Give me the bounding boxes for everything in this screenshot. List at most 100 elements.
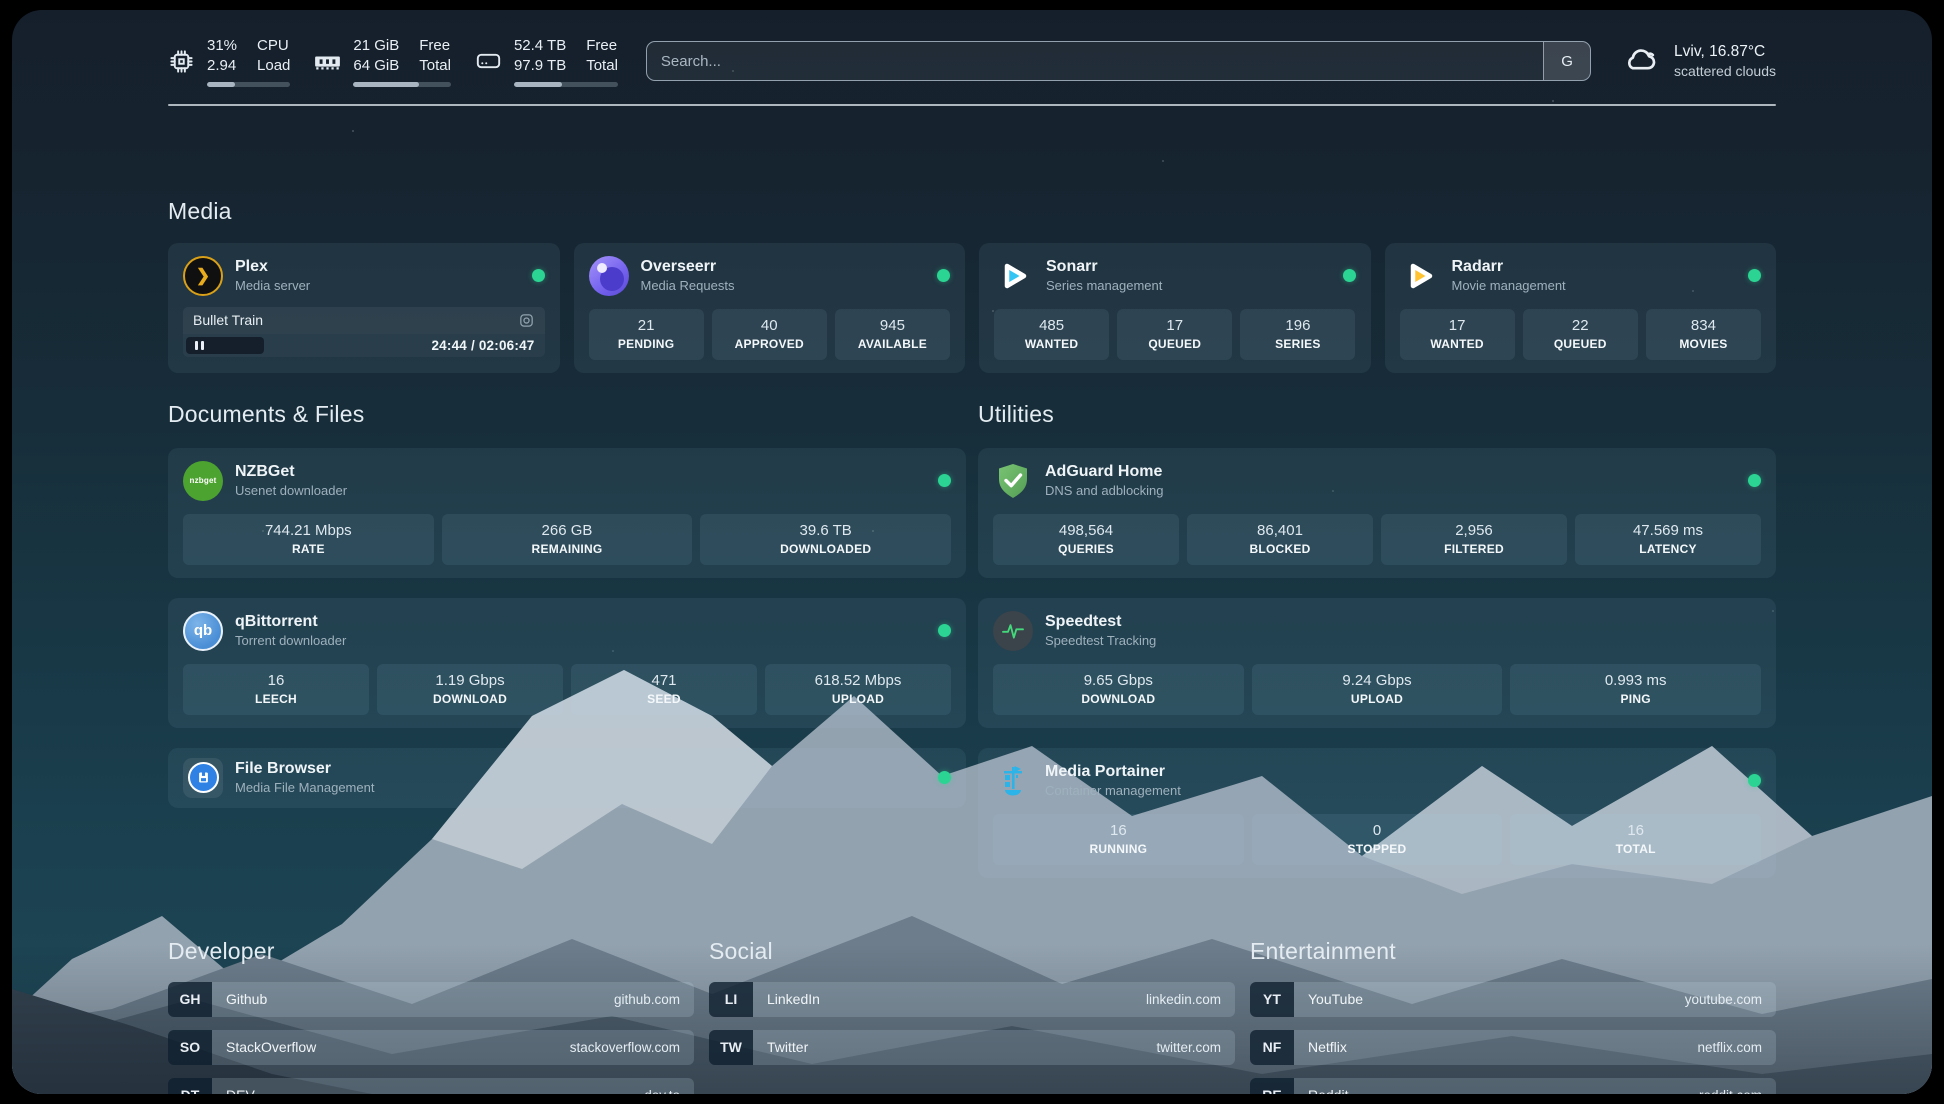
app-card-sonarr[interactable]: Sonarr Series management 485 WANTED 17 Q… <box>979 243 1371 373</box>
app-name: qBittorrent <box>235 613 346 631</box>
dashboard-screen: 31% 2.94 CPU Load <box>12 10 1932 1094</box>
bookmark-url: stackoverflow.com <box>570 1040 680 1055</box>
search-input[interactable] <box>647 42 1543 80</box>
weather-widget[interactable]: Lviv, 16.87°C scattered clouds <box>1621 39 1776 84</box>
bookmark-stackoverflow[interactable]: SO StackOverflow stackoverflow.com <box>168 1030 694 1065</box>
bookmark-twitter[interactable]: TW Twitter twitter.com <box>709 1030 1235 1065</box>
stat-tile: 9.65 Gbps DOWNLOAD <box>993 664 1244 715</box>
overseerr-icon <box>589 256 629 296</box>
app-card-adguard[interactable]: AdGuard Home DNS and adblocking 498,564 … <box>978 448 1776 578</box>
app-card-plex[interactable]: ❯ Plex Media server Bullet Train <box>168 243 560 373</box>
status-dot <box>938 474 951 487</box>
bookmark-url: twitter.com <box>1156 1040 1221 1055</box>
app-card-qbittorrent[interactable]: qb qBittorrent Torrent downloader 16 LEE… <box>168 598 966 728</box>
app-card-radarr[interactable]: Radarr Movie management 17 WANTED 22 QUE… <box>1385 243 1777 373</box>
app-name: Media Portainer <box>1045 763 1181 781</box>
bookmark-abbr: TW <box>709 1030 753 1065</box>
bookmark-netflix[interactable]: NF Netflix netflix.com <box>1250 1030 1776 1065</box>
now-playing-title: Bullet Train <box>193 312 263 328</box>
bookmark-abbr: NF <box>1250 1030 1294 1065</box>
section-title-developer: Developer <box>168 938 694 965</box>
bookmark-url: linkedin.com <box>1146 992 1221 1007</box>
app-subtitle: Media File Management <box>235 780 374 795</box>
speedtest-icon <box>993 611 1033 651</box>
adguard-icon <box>993 461 1033 501</box>
search-engine-button[interactable]: G <box>1543 42 1590 80</box>
cpu-icon <box>168 48 195 75</box>
app-subtitle: Movie management <box>1452 278 1566 293</box>
app-subtitle: Series management <box>1046 278 1162 293</box>
stat-tile: 618.52 Mbps UPLOAD <box>765 664 951 715</box>
disk-stat: 52.4 TB 97.9 TB Free Total <box>475 36 618 87</box>
memory-progress-bar <box>353 82 451 87</box>
memory-icon <box>314 48 341 75</box>
stat-tile: 471 SEED <box>571 664 757 715</box>
bookmark-linkedin[interactable]: LI LinkedIn linkedin.com <box>709 982 1235 1017</box>
bookmark-reddit[interactable]: RE Reddit reddit.com <box>1250 1078 1776 1094</box>
playback-progress-bar[interactable]: 24:44 / 02:06:47 <box>183 334 545 357</box>
memory-label-2: Total <box>419 56 451 76</box>
bookmark-abbr: YT <box>1250 982 1294 1017</box>
stat-tile: 17 QUEUED <box>1117 309 1232 360</box>
stat-tile: 266 GB REMAINING <box>442 514 693 565</box>
app-subtitle: Media server <box>235 278 310 293</box>
stat-tile: 834 MOVIES <box>1646 309 1761 360</box>
app-card-filebrowser[interactable]: File Browser Media File Management <box>168 748 966 808</box>
bookmark-name: Twitter <box>767 1039 808 1055</box>
stat-tile: 40 APPROVED <box>712 309 827 360</box>
cpu-stat: 31% 2.94 CPU Load <box>168 36 290 87</box>
memory-value-1: 21 GiB <box>353 36 399 56</box>
status-dot <box>938 624 951 637</box>
app-name: Radarr <box>1452 258 1566 276</box>
status-dot <box>937 269 950 282</box>
section-title-media: Media <box>168 198 1776 225</box>
portainer-icon <box>993 761 1033 801</box>
bookmark-github[interactable]: GH Github github.com <box>168 982 694 1017</box>
app-card-nzbget[interactable]: nzbget NZBGet Usenet downloader 744.21 M… <box>168 448 966 578</box>
bookmark-abbr: SO <box>168 1030 212 1065</box>
app-subtitle: Usenet downloader <box>235 483 347 498</box>
disk-value-1: 52.4 TB <box>514 36 566 56</box>
weather-condition: scattered clouds <box>1674 63 1776 79</box>
status-dot <box>938 771 951 784</box>
now-playing: Bullet Train <box>183 307 545 357</box>
bookmark-abbr: DT <box>168 1078 212 1094</box>
stat-tile: 16 TOTAL <box>1510 814 1761 865</box>
app-card-speedtest[interactable]: Speedtest Speedtest Tracking 9.65 Gbps D… <box>978 598 1776 728</box>
stat-tile: 9.24 Gbps UPLOAD <box>1252 664 1503 715</box>
section-title-utilities: Utilities <box>978 401 1776 428</box>
memory-value-2: 64 GiB <box>353 56 399 76</box>
stat-tile: 16 LEECH <box>183 664 369 715</box>
app-name: File Browser <box>235 760 374 778</box>
stat-tile: 0 STOPPED <box>1252 814 1503 865</box>
bookmark-name: DEV <box>226 1087 255 1094</box>
bookmark-dev[interactable]: DT DEV dev.to <box>168 1078 694 1094</box>
stat-tile: 22 QUEUED <box>1523 309 1638 360</box>
bookmark-url: github.com <box>614 992 680 1007</box>
system-stats: 31% 2.94 CPU Load <box>168 36 618 87</box>
app-card-overseerr[interactable]: Overseerr Media Requests 21 PENDING 40 A… <box>574 243 966 373</box>
stat-tile: 39.6 TB DOWNLOADED <box>700 514 951 565</box>
disk-value-2: 97.9 TB <box>514 56 566 76</box>
bookmark-url: dev.to <box>644 1088 680 1094</box>
app-name: Overseerr <box>641 258 735 276</box>
bookmarks-entertainment: Entertainment YT YouTube youtube.com NF … <box>1250 938 1776 1094</box>
app-card-portainer[interactable]: Media Portainer Container management 16 … <box>978 748 1776 878</box>
stat-tile: 498,564 QUERIES <box>993 514 1179 565</box>
bookmark-youtube[interactable]: YT YouTube youtube.com <box>1250 982 1776 1017</box>
app-name: AdGuard Home <box>1045 463 1164 481</box>
cpu-progress-bar <box>207 82 290 87</box>
disk-progress-bar <box>514 82 618 87</box>
bookmarks-social: Social LI LinkedIn linkedin.com TW Twitt… <box>709 938 1235 1094</box>
bookmark-url: netflix.com <box>1697 1040 1762 1055</box>
memory-stat: 21 GiB 64 GiB Free Total <box>314 36 451 87</box>
cpu-label-2: Load <box>257 56 290 76</box>
bookmarks-developer: Developer GH Github github.com SO StackO… <box>168 938 694 1094</box>
app-subtitle: Speedtest Tracking <box>1045 633 1156 648</box>
status-dot <box>1748 269 1761 282</box>
status-dot <box>1748 774 1761 787</box>
utilities-column: Utilities <box>978 401 1776 878</box>
sonarr-icon <box>994 256 1034 296</box>
bookmark-name: Netflix <box>1308 1039 1347 1055</box>
stat-tile: 1.19 Gbps DOWNLOAD <box>377 664 563 715</box>
